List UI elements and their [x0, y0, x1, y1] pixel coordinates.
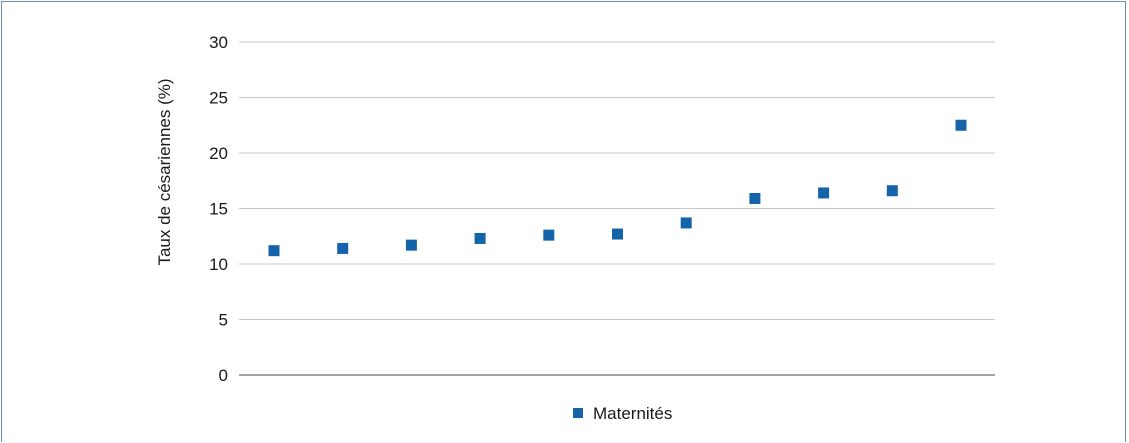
y-axis-ticks: 0 5 10 15 20 25 30: [209, 33, 228, 385]
data-point: [612, 228, 623, 240]
y-tick-label: 20: [209, 144, 228, 163]
y-axis-title: Taux de césariennes (%): [155, 78, 174, 265]
data-point: [405, 239, 417, 251]
y-tick-label: 10: [209, 255, 228, 274]
data-point: [818, 187, 830, 199]
legend-swatch: [573, 408, 583, 418]
legend: Maternités: [573, 404, 672, 423]
data-point: [337, 242, 349, 254]
data-points: [268, 119, 967, 257]
data-point: [680, 217, 692, 229]
y-tick-label: 15: [209, 200, 228, 219]
data-point: [474, 232, 486, 244]
data-point: [886, 185, 898, 197]
data-point: [955, 119, 967, 131]
gridlines: [239, 41, 995, 320]
data-point: [543, 229, 555, 241]
data-point: [749, 193, 761, 205]
y-tick-label: 0: [219, 366, 228, 385]
legend-label: Maternités: [593, 404, 672, 423]
y-tick-label: 30: [209, 33, 228, 52]
data-point: [268, 245, 280, 257]
y-tick-label: 5: [219, 311, 228, 330]
y-tick-label: 25: [209, 89, 228, 108]
